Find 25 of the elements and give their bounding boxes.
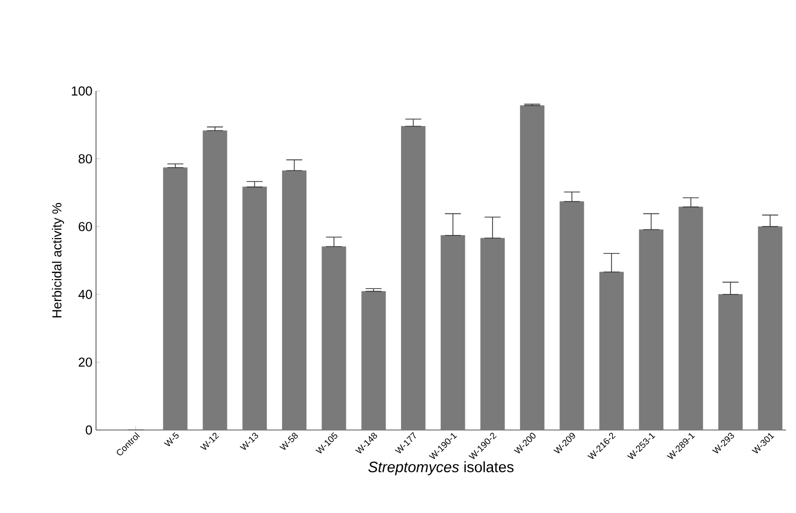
- bar: [401, 126, 426, 430]
- bar: [678, 206, 704, 430]
- bar: [638, 229, 664, 430]
- bar: [163, 167, 188, 430]
- y-tick-label: 60: [78, 222, 92, 232]
- bar: [322, 246, 346, 430]
- bar: [758, 226, 782, 430]
- y-tick-label: 40: [78, 290, 92, 299]
- bar: [242, 186, 267, 430]
- bar: [440, 235, 466, 430]
- bar: [361, 291, 386, 430]
- x-tick-label: W-5: [164, 432, 179, 446]
- bar: [718, 294, 743, 430]
- bar: [520, 105, 544, 430]
- y-axis-title: Herbicidal activity %: [52, 203, 64, 318]
- y-tick-label: 80: [78, 154, 92, 164]
- bar: [480, 238, 505, 430]
- x-axis-title: Streptomyces isolates: [368, 461, 514, 476]
- y-tick-label: 0: [86, 425, 92, 435]
- bar: [202, 130, 228, 430]
- bar: [560, 201, 584, 430]
- bar: [282, 170, 306, 430]
- y-tick-label: 20: [78, 358, 92, 367]
- y-tick-label: 100: [72, 86, 92, 96]
- bar: [599, 272, 624, 430]
